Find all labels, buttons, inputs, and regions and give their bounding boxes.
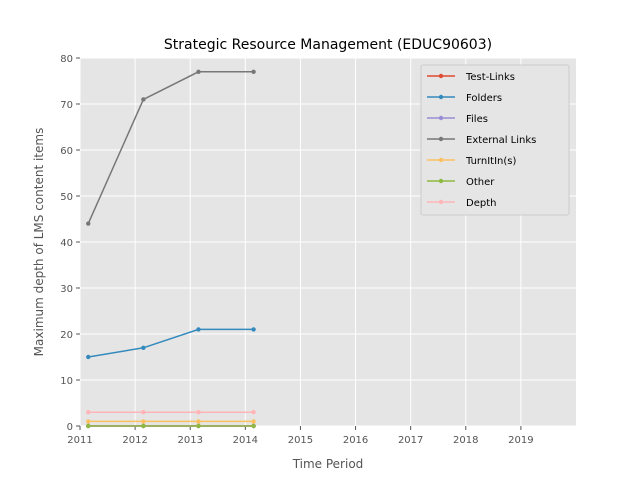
x-tick-label: 2016 xyxy=(343,435,368,446)
data-point-folders xyxy=(196,327,201,332)
data-point-external-links xyxy=(86,221,91,226)
legend-label: Test-Links xyxy=(465,72,515,83)
legend-item: Files xyxy=(427,114,488,125)
series-other xyxy=(86,423,256,429)
x-tick-label: 2013 xyxy=(177,435,202,446)
legend-item: TurnItIn(s) xyxy=(427,156,516,167)
series-depth xyxy=(86,410,256,415)
legend-marker xyxy=(438,199,444,205)
legend-marker xyxy=(438,94,444,100)
y-tick-label: 50 xyxy=(60,192,73,203)
y-tick-label: 80 xyxy=(60,54,73,65)
x-tick-label: 2015 xyxy=(288,435,313,446)
y-tick-label: 20 xyxy=(60,330,73,341)
chart-title: Strategic Resource Management (EDUC90603… xyxy=(164,37,492,53)
legend-item: Folders xyxy=(427,93,502,104)
legend-item: External Links xyxy=(427,135,536,146)
y-axis-label: Maximum depth of LMS content items xyxy=(32,128,46,357)
legend-label: Other xyxy=(466,177,495,188)
x-tick-label: 2019 xyxy=(508,435,533,446)
x-tick-label: 2018 xyxy=(453,435,478,446)
y-axis-ticks: 0 10 20 30 40 50 60 70 80 xyxy=(60,54,80,433)
y-tick-label: 60 xyxy=(60,146,73,157)
y-tick-label: 30 xyxy=(60,284,73,295)
legend-label: Files xyxy=(466,114,488,125)
data-point-folders xyxy=(86,354,91,360)
legend-label: Depth xyxy=(466,198,496,209)
legend-marker xyxy=(438,115,444,121)
x-tick-label: 2011 xyxy=(67,435,92,446)
data-point-depth xyxy=(196,410,201,415)
data-point-folders xyxy=(251,327,256,332)
series-line-folders xyxy=(88,328,254,358)
data-point-other xyxy=(141,423,146,429)
data-point-other xyxy=(86,423,91,429)
x-tick-label: 2017 xyxy=(398,435,423,446)
data-point-external-links xyxy=(251,69,256,75)
series-folders xyxy=(86,327,256,360)
data-point-other xyxy=(196,423,201,429)
data-point-external-links xyxy=(196,69,201,75)
data-point-turnitin-s xyxy=(251,419,256,424)
x-axis-ticks: 2011 2012 2013 2014 2015 2016 2017 2018 2019 xyxy=(67,426,534,446)
data-point-depth xyxy=(251,410,256,415)
legend-item: Depth xyxy=(427,198,496,209)
data-point-external-links xyxy=(141,97,146,102)
legend-marker xyxy=(438,136,444,142)
data-point-depth xyxy=(86,410,91,415)
legend-box xyxy=(420,64,570,216)
legend-label: TurnItIn(s) xyxy=(465,156,516,167)
y-tick-label: 70 xyxy=(60,100,73,111)
y-tick-label: 40 xyxy=(60,238,73,249)
legend-marker xyxy=(438,73,444,79)
data-point-turnitin-s xyxy=(196,419,201,424)
data-point-turnitin-s xyxy=(141,419,146,424)
legend-label: Folders xyxy=(466,93,502,104)
series-external-links xyxy=(86,69,256,226)
x-axis-label: Time Period xyxy=(292,457,364,471)
data-point-other xyxy=(251,423,256,429)
x-tick-label: 2012 xyxy=(122,435,147,446)
legend-marker xyxy=(438,178,444,184)
series-group xyxy=(86,69,256,429)
data-point-folders xyxy=(141,345,146,350)
series-line-external-links xyxy=(87,71,254,224)
y-tick-label: 0 xyxy=(67,422,73,433)
legend-item: Other xyxy=(427,177,495,188)
legend-item: Test-Links xyxy=(427,72,515,83)
data-point-depth xyxy=(141,410,146,415)
x-tick-label: 2014 xyxy=(233,435,258,446)
series-turnitin-s xyxy=(86,419,256,424)
legend-marker xyxy=(438,157,444,163)
legend-label: External Links xyxy=(466,135,536,146)
y-tick-label: 10 xyxy=(60,376,73,387)
data-point-turnitin-s xyxy=(86,419,91,424)
legend: Test-Links Folders Files External Links Turn… xyxy=(420,64,570,216)
